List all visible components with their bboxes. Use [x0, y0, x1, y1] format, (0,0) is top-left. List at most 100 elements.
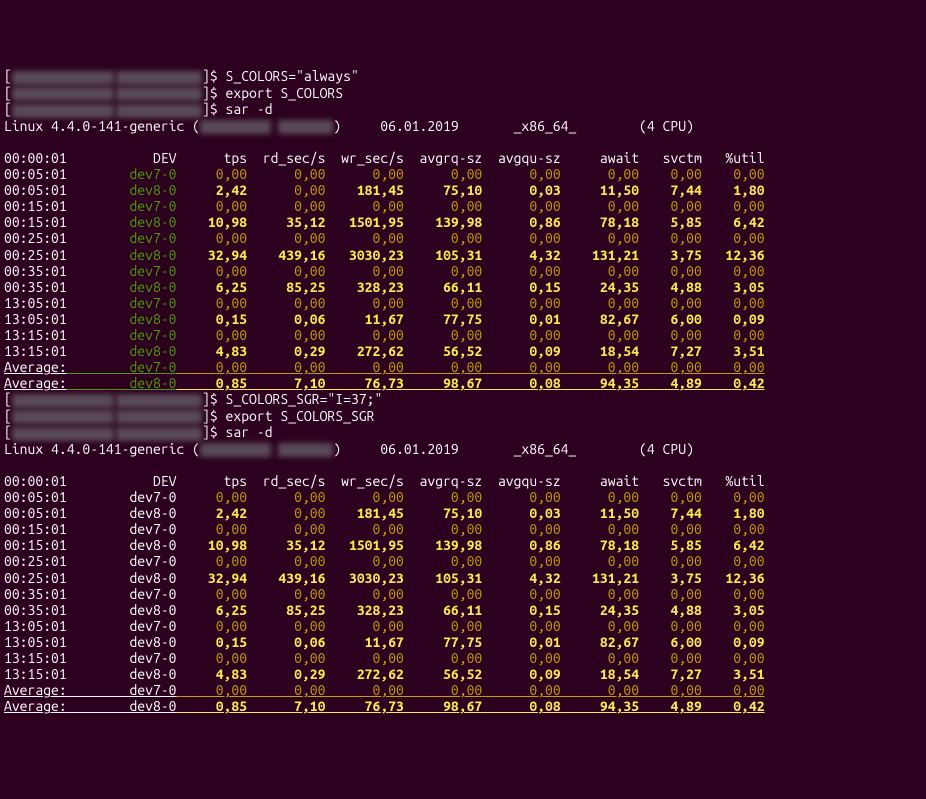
- data-row: 00:05:01 dev7-0 0,00 0,00 0,00 0,00 0,00…: [4, 166, 922, 182]
- value-cell: 0,00: [702, 230, 765, 246]
- value-cell: 0,00: [702, 327, 765, 343]
- value-cell: 0,00: [639, 359, 702, 375]
- blurred-path: xxxxxxxxxxx: [116, 394, 202, 408]
- device-cell: dev7-0: [67, 650, 177, 666]
- device-cell: dev8-0: [67, 311, 177, 327]
- value-cell: 0,00: [177, 650, 248, 666]
- value-cell: 1501,95: [325, 537, 403, 553]
- time-cell: 00:35:01: [4, 602, 67, 618]
- device-cell: dev8-0: [67, 375, 177, 391]
- time-cell: 00:25:01: [4, 230, 67, 246]
- value-cell: 0,09: [702, 311, 765, 327]
- value-cell: 0,00: [639, 682, 702, 698]
- col-header: wr_sec/s: [325, 473, 403, 489]
- value-cell: 0,00: [702, 650, 765, 666]
- device-cell: dev8-0: [67, 570, 177, 586]
- prompt-line[interactable]: [xxxxxxxxxxxxxxxxxxxxxxxx]$ sar -d: [4, 101, 922, 117]
- value-cell: 0,00: [325, 553, 403, 569]
- col-header: 00:00:01: [4, 150, 67, 166]
- value-cell: 0,00: [325, 682, 403, 698]
- value-cell: 4,83: [177, 666, 248, 682]
- value-cell: 11,50: [561, 182, 639, 198]
- device-cell: dev7-0: [67, 295, 177, 311]
- value-cell: 0,00: [404, 618, 482, 634]
- blank-line: [4, 134, 922, 150]
- blurred-host: xxxxxxxxxxxxx: [12, 394, 114, 408]
- col-header: DEV: [67, 150, 177, 166]
- value-cell: 0,03: [482, 182, 560, 198]
- value-cell: 0,00: [404, 650, 482, 666]
- value-cell: 5,85: [639, 537, 702, 553]
- device-cell: dev8-0: [67, 279, 177, 295]
- device-cell: dev7-0: [67, 489, 177, 505]
- value-cell: 439,16: [247, 247, 325, 263]
- time-cell: 00:25:01: [4, 553, 67, 569]
- value-cell: 7,10: [247, 375, 325, 391]
- value-cell: 0,00: [561, 359, 639, 375]
- value-cell: 139,98: [404, 214, 482, 230]
- value-cell: 0,00: [482, 682, 560, 698]
- time-cell: 00:25:01: [4, 247, 67, 263]
- value-cell: 66,11: [404, 602, 482, 618]
- value-cell: 0,42: [702, 375, 765, 391]
- data-row: 13:15:01 dev8-0 4,83 0,29 272,62 56,52 0…: [4, 343, 922, 359]
- prompt-line[interactable]: [xxxxxxxxxxxxxxxxxxxxxxxx]$ S_COLORS="al…: [4, 68, 922, 84]
- value-cell: 3,51: [702, 666, 765, 682]
- time-cell: 00:05:01: [4, 505, 67, 521]
- time-cell: 00:25:01: [4, 570, 67, 586]
- value-cell: 0,03: [482, 505, 560, 521]
- value-cell: 131,21: [561, 570, 639, 586]
- value-cell: 4,88: [639, 602, 702, 618]
- time-cell: 13:15:01: [4, 650, 67, 666]
- device-cell: dev8-0: [67, 698, 177, 714]
- value-cell: 0,00: [561, 230, 639, 246]
- value-cell: 3,05: [702, 279, 765, 295]
- data-row: 00:25:01 dev8-0 32,94 439,16 3030,23 105…: [4, 570, 922, 586]
- value-cell: 0,00: [247, 295, 325, 311]
- value-cell: 0,00: [247, 650, 325, 666]
- value-cell: 56,52: [404, 666, 482, 682]
- value-cell: 12,36: [702, 570, 765, 586]
- value-cell: 0,00: [702, 682, 765, 698]
- blurred-host: xxxxxxxxxxxxx: [12, 410, 114, 424]
- time-cell: 13:15:01: [4, 327, 67, 343]
- value-cell: 272,62: [325, 343, 403, 359]
- time-cell: 00:35:01: [4, 586, 67, 602]
- prompt-line[interactable]: [xxxxxxxxxxxxxxxxxxxxxxxx]$ export S_COL…: [4, 85, 922, 101]
- value-cell: 0,00: [639, 650, 702, 666]
- time-cell: Average:: [4, 682, 67, 698]
- time-cell: 00:15:01: [4, 521, 67, 537]
- data-row: 13:05:01 dev7-0 0,00 0,00 0,00 0,00 0,00…: [4, 295, 922, 311]
- value-cell: 0,09: [482, 666, 560, 682]
- value-cell: 0,00: [404, 230, 482, 246]
- blurred-host: xxxxxxxxx: [200, 443, 271, 457]
- value-cell: 4,83: [177, 343, 248, 359]
- value-cell: 35,12: [247, 214, 325, 230]
- device-cell: dev7-0: [67, 230, 177, 246]
- blurred-path: xxxxxxxxxxx: [116, 427, 202, 441]
- value-cell: 3,75: [639, 247, 702, 263]
- value-cell: 77,75: [404, 634, 482, 650]
- value-cell: 0,00: [404, 327, 482, 343]
- value-cell: 0,00: [325, 359, 403, 375]
- value-cell: 0,00: [639, 230, 702, 246]
- prompt-line[interactable]: [xxxxxxxxxxxxxxxxxxxxxxxx]$ export S_COL…: [4, 408, 922, 424]
- value-cell: 0,00: [561, 521, 639, 537]
- value-cell: 6,00: [639, 634, 702, 650]
- device-cell: dev7-0: [67, 327, 177, 343]
- col-header: avgrq-sz: [404, 473, 482, 489]
- value-cell: 78,18: [561, 214, 639, 230]
- value-cell: 0,00: [247, 489, 325, 505]
- device-cell: dev8-0: [67, 505, 177, 521]
- value-cell: 0,00: [325, 327, 403, 343]
- command-text: sar -d: [226, 101, 273, 117]
- data-row: 13:05:01 dev7-0 0,00 0,00 0,00 0,00 0,00…: [4, 618, 922, 634]
- value-cell: 85,25: [247, 279, 325, 295]
- value-cell: 0,00: [247, 263, 325, 279]
- prompt-line[interactable]: [xxxxxxxxxxxxxxxxxxxxxxxx]$ S_COLORS_SGR…: [4, 391, 922, 407]
- value-cell: 0,00: [177, 553, 248, 569]
- prompt-line[interactable]: [xxxxxxxxxxxxxxxxxxxxxxxx]$ sar -d: [4, 424, 922, 440]
- value-cell: 272,62: [325, 666, 403, 682]
- value-cell: 0,00: [325, 586, 403, 602]
- device-cell: dev7-0: [67, 198, 177, 214]
